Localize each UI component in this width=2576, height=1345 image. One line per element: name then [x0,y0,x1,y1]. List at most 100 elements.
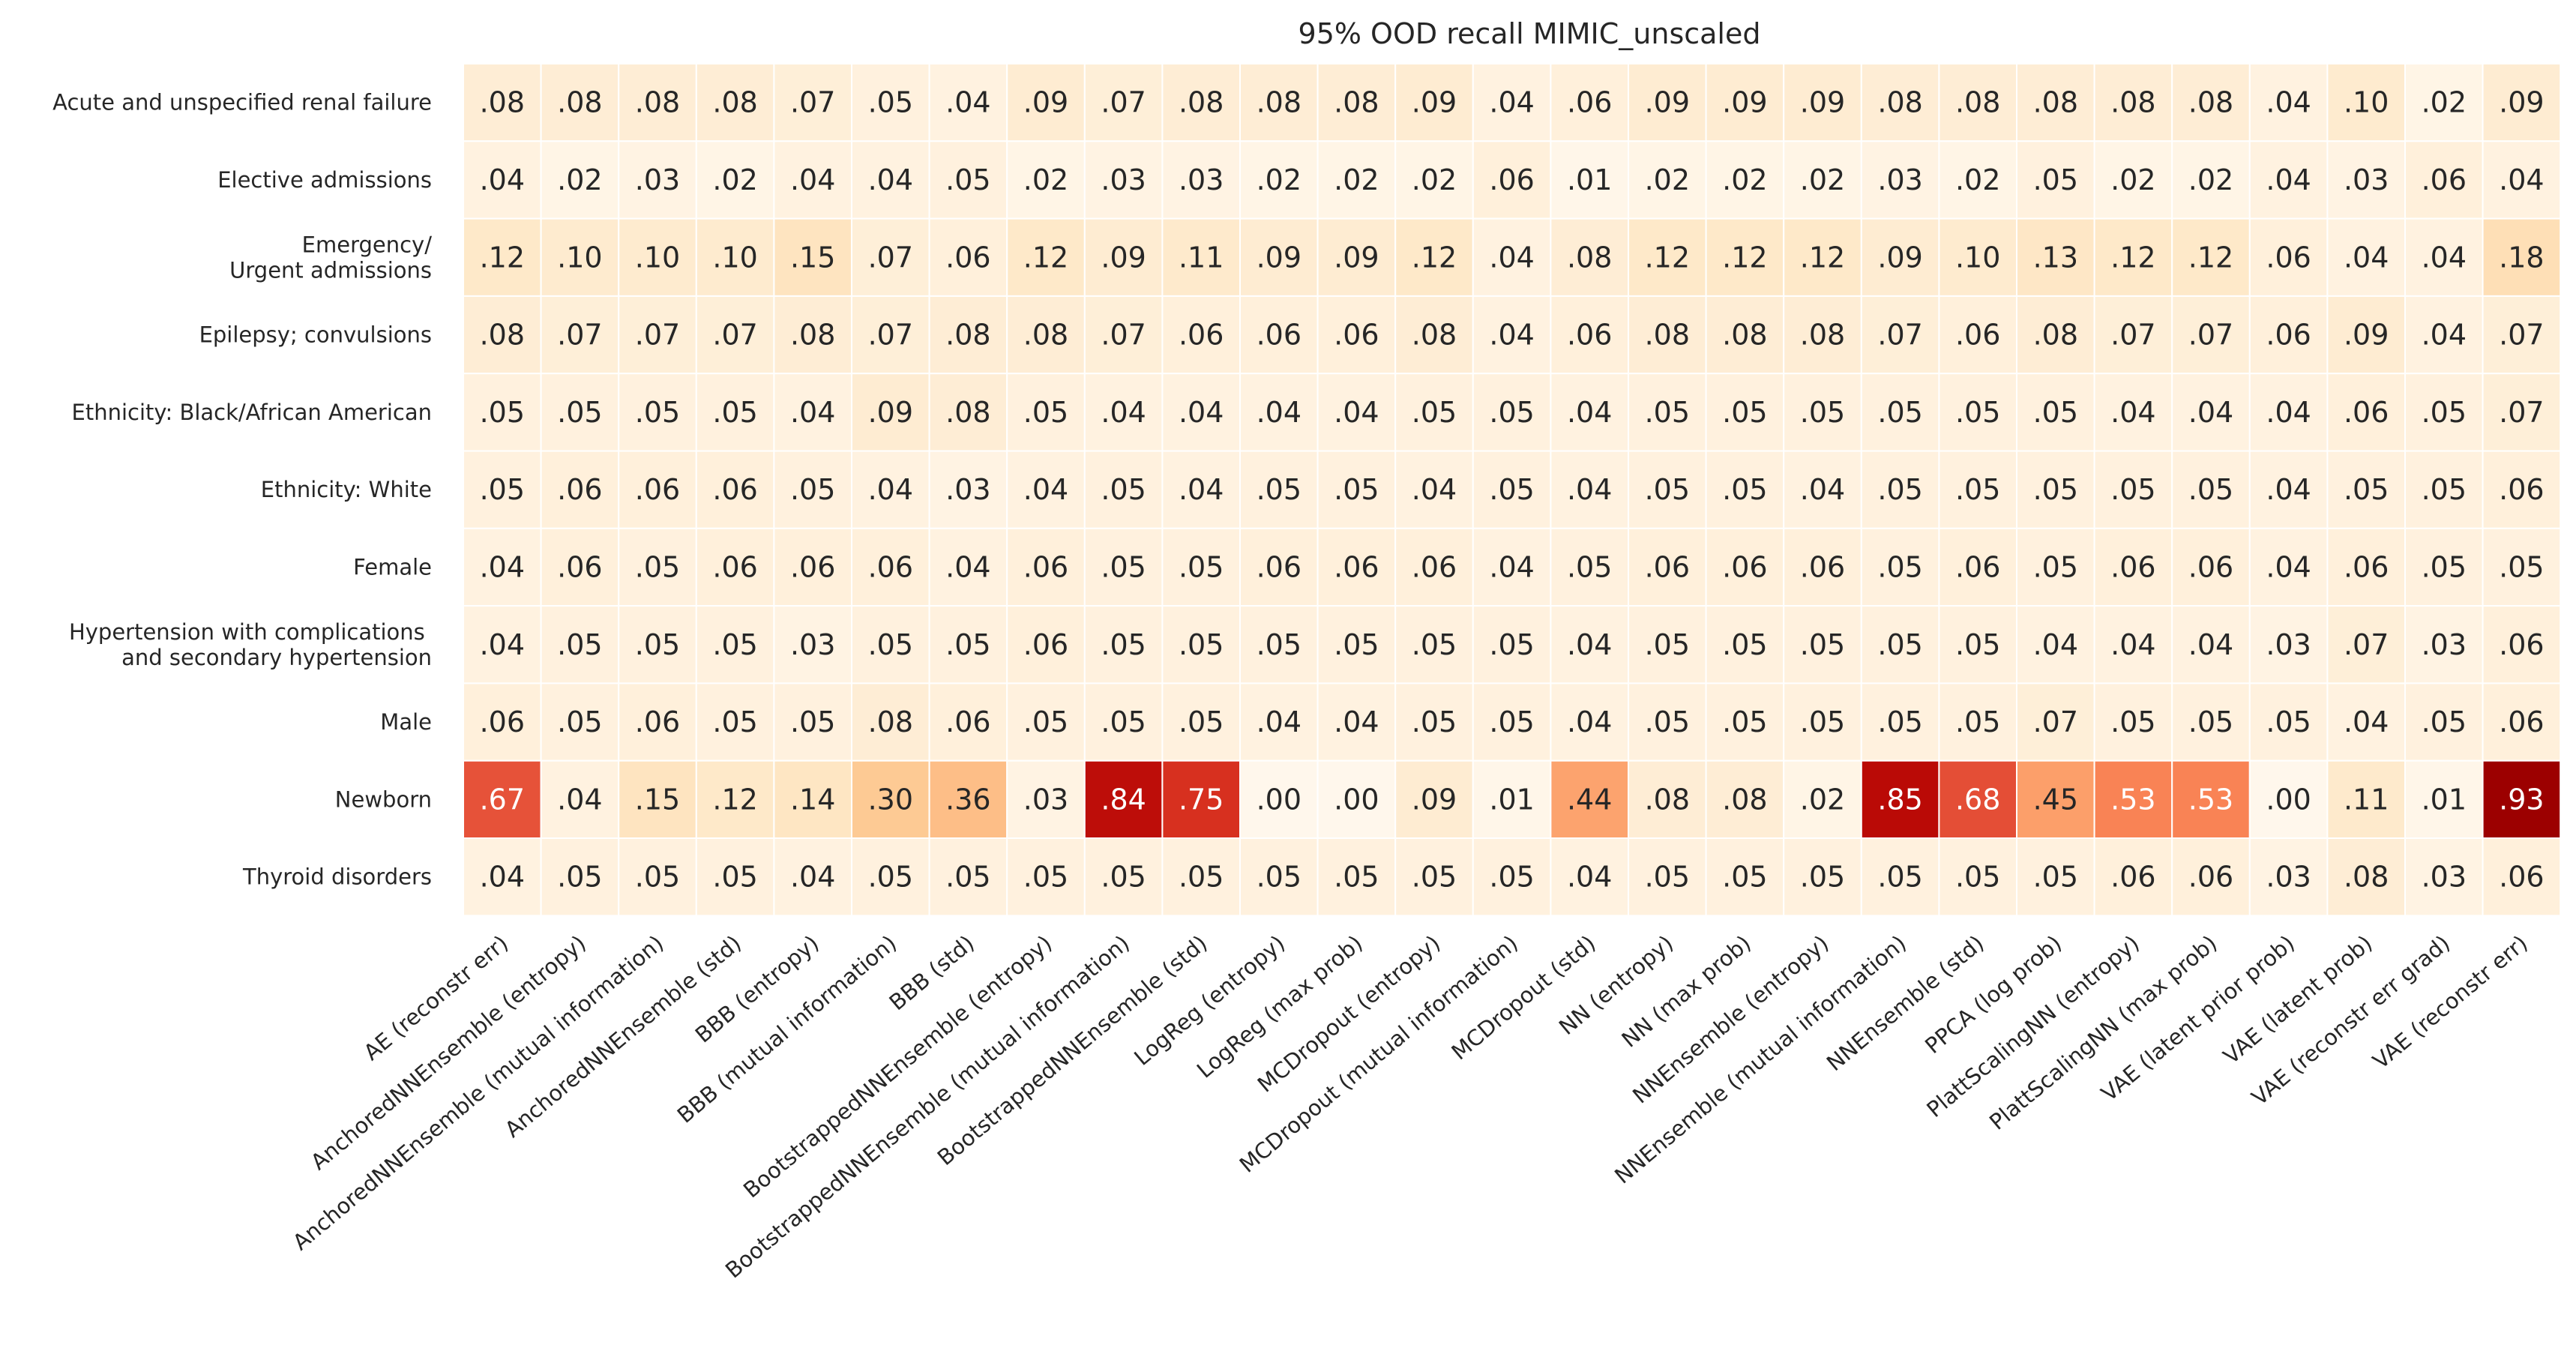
heatmap-cell [1628,217,1707,297]
heatmap-cell [2248,605,2329,684]
cell-value-label: .10 [635,241,680,274]
heatmap-cell [618,682,697,762]
cell-value-label: .11 [2344,783,2389,816]
cell-value-label: .06 [1722,550,1767,583]
cell-value-label: .05 [1955,396,2000,429]
heatmap-cell [928,450,1008,529]
heatmap-cell [2171,217,2251,297]
heatmap-cell [1161,373,1242,452]
cell-value-label: .02 [2110,163,2155,196]
heatmap-cell [773,217,853,297]
cell-value-label: .06 [1257,550,1301,583]
cell-value-label: .09 [1023,86,1068,119]
cell-value-label: .02 [2422,86,2467,119]
cell-value-label: .08 [2188,86,2233,119]
cell-value-label: .05 [1412,396,1457,429]
heatmap-cell [540,837,620,917]
cell-value-label: .09 [1101,241,1146,274]
cell-value-label: .05 [2188,473,2233,506]
cell-value-label: .08 [1179,86,1224,119]
cell-value-label: .05 [1101,473,1146,506]
heatmap-cell [2404,373,2484,452]
heatmap-cell [2016,373,2095,452]
cell-value-label: .12 [480,241,525,274]
heatmap-cell [2093,63,2173,142]
heatmap-cell [851,605,930,684]
cell-value-label: .30 [868,783,913,816]
heatmap-cell [1083,759,1164,840]
cell-value-label: .00 [2266,783,2311,816]
cell-value-label: .05 [1877,473,1922,506]
cell-value-label: .04 [1489,550,1534,583]
heatmap-cell [1938,837,2017,917]
cell-value-label: .04 [1567,473,1612,506]
cell-value-label: .05 [2422,550,2467,583]
cell-value-label: .84 [1101,783,1146,816]
cell-value-label: .05 [635,861,680,894]
heatmap-cell [1161,605,1242,684]
cell-value-label: .06 [1257,319,1301,352]
heatmap-cell [2482,140,2562,220]
cell-value-label: .05 [1645,628,1690,661]
cell-value-label: .04 [790,396,835,429]
cell-value-label: .06 [945,705,990,738]
cell-value-label: .04 [2266,396,2311,429]
heatmap-cell [695,450,775,529]
cell-value-label: .04 [2110,628,2155,661]
cell-value-label: .05 [1800,861,1845,894]
cell-value-label: .05 [1334,861,1379,894]
row-label: Male [380,709,432,735]
cell-value-label: .01 [2422,783,2467,816]
cell-value-label: .06 [2499,473,2544,506]
cell-value-label: .05 [1489,705,1534,738]
heatmap-cell [695,605,775,684]
heatmap-cell [1938,373,2017,452]
cell-value-label: .06 [557,550,602,583]
cell-value-label: .04 [2422,319,2467,352]
cell-value-label: .03 [2422,861,2467,894]
heatmap-cell [1161,295,1242,375]
heatmap-cell [1006,295,1086,375]
heatmap-cell [2016,527,2095,607]
heatmap-cell [2404,527,2484,607]
cell-value-label: .05 [1489,861,1534,894]
heatmap-cell [1550,527,1629,607]
cell-value-label: .02 [557,163,602,196]
cell-value-label: .01 [1489,783,1534,816]
cell-value-label: .02 [1645,163,1690,196]
cell-value-label: .08 [2033,319,2078,352]
cell-value-label: .04 [1179,396,1224,429]
heatmap-cell [1472,217,1552,297]
cell-value-label: .05 [635,628,680,661]
cell-value-label: .09 [1412,86,1457,119]
cell-value-label: .05 [1334,473,1379,506]
cell-value-label: .85 [1877,783,1922,816]
cell-value-label: .06 [480,705,525,738]
heatmap-cell [2404,837,2484,917]
heatmap-cell [1316,682,1397,762]
cell-value-label: .05 [1101,628,1146,661]
heatmap-cell [2404,759,2484,840]
cell-value-label: .05 [1645,473,1690,506]
heatmap-cell [1783,605,1862,684]
heatmap-cell [1783,837,1862,917]
heatmap-cell [695,759,775,840]
cell-value-label: .05 [1955,861,2000,894]
heatmap-cell [2326,450,2406,529]
cell-value-label: .06 [2266,319,2311,352]
cell-value-label: .07 [712,319,757,352]
cell-value-label: .08 [1257,86,1301,119]
heatmap-cell [1860,682,1940,762]
heatmap-cell [2016,837,2095,917]
heatmap-cell [1628,295,1707,375]
cell-value-label: .06 [1489,163,1534,196]
cell-value-label: .05 [945,628,990,661]
cell-value-label: .36 [945,783,990,816]
cell-value-label: .06 [1023,550,1068,583]
cell-value-label: .15 [635,783,680,816]
cell-value-label: .05 [1722,473,1767,506]
cell-value-label: .45 [2033,783,2078,816]
cell-value-label: .05 [712,861,757,894]
cell-value-label: .04 [1567,628,1612,661]
heatmap-cell [1860,373,1940,452]
